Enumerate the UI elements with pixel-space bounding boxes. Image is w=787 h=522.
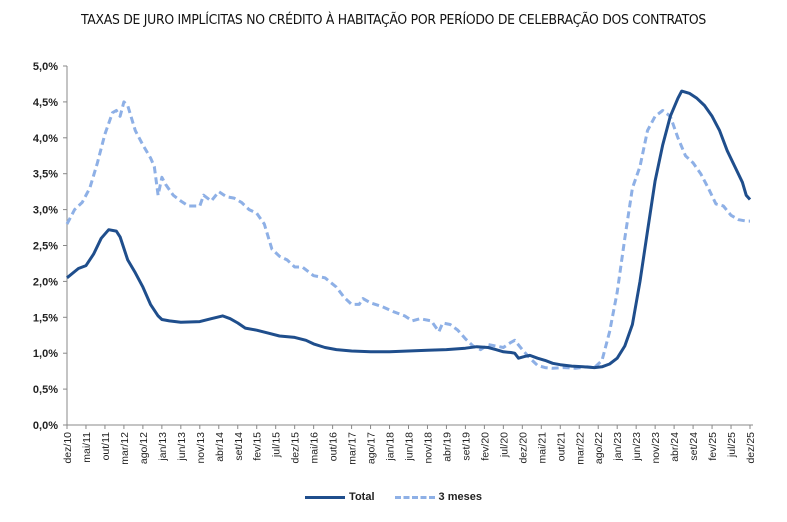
x-tick-label: mai/16	[309, 432, 321, 464]
y-tick-label: 1,5%	[33, 312, 58, 324]
x-tick-label: abr/24	[669, 432, 681, 462]
x-tick-label: jun/23	[631, 432, 643, 462]
x-tick-label: dez/10	[62, 432, 74, 464]
x-tick-label: dez/15	[290, 432, 302, 464]
legend-item-total[interactable]: Total	[305, 491, 375, 503]
x-tick-label: abr/19	[441, 432, 453, 462]
series-layer	[65, 89, 752, 370]
y-tick-label: 1,0%	[33, 348, 58, 360]
chart-title: TAXAS DE JURO IMPLÍCITAS NO CRÉDITO À HA…	[80, 12, 707, 28]
x-tick-label: ago/12	[138, 432, 150, 464]
x-tick-label: out/21	[555, 432, 567, 461]
x-tick-label: mai/21	[536, 432, 548, 464]
x-tick-label: jun/13	[176, 432, 188, 462]
x-tick-label: out/11	[100, 432, 112, 461]
x-tick-label: mar/12	[119, 432, 131, 465]
x-tick-label: fev/20	[479, 432, 491, 461]
x-tick-label: dez/20	[517, 432, 529, 464]
x-tick-label: nov/13	[195, 432, 207, 464]
legend: Total 3 meses	[0, 491, 787, 503]
x-tick-label: jul/20	[498, 432, 510, 458]
x-tick-label: ago/22	[593, 432, 605, 464]
x-tick-label: set/19	[460, 432, 472, 461]
y-tick-label: 0,0%	[33, 420, 58, 432]
x-tick-label: fev/25	[707, 432, 719, 461]
y-tick-label: 0,5%	[33, 384, 58, 396]
x-tick-label: abr/14	[214, 432, 226, 462]
x-tick-label: mai/11	[81, 432, 93, 463]
series-line-total	[66, 89, 752, 370]
y-tick-label: 4,5%	[33, 97, 58, 109]
legend-label-total: Total	[349, 491, 375, 503]
x-tick-label: jul/25	[726, 432, 738, 458]
y-tick-label: 3,0%	[33, 205, 58, 217]
y-tick-label: 2,5%	[33, 241, 58, 253]
x-tick-label: jan/13	[157, 432, 169, 462]
x-tick-label: out/16	[328, 432, 340, 461]
x-tick-label: jun/18	[404, 432, 416, 462]
legend-swatch-total	[305, 495, 346, 499]
series-line-3-meses	[65, 100, 750, 370]
legend-label-3-meses: 3 meses	[438, 491, 482, 503]
x-axis: dez/10 mai/11 out/11 mar/12 ago/12 jan/13 jun/…	[62, 424, 757, 465]
x-tick-label: jan/18	[385, 432, 397, 462]
y-tick-label: 3,5%	[33, 169, 58, 181]
x-tick-label: set/14	[233, 432, 245, 461]
x-tick-label: nov/23	[650, 432, 662, 464]
x-tick-label: mar/22	[574, 432, 586, 465]
x-tick-label: fev/15	[252, 432, 264, 461]
x-tick-label: dez/25	[745, 432, 757, 464]
y-tick-label: 5,0%	[33, 61, 58, 73]
legend-swatch-3-meses	[394, 495, 435, 499]
y-axis: 0,0% 0,5% 1,0% 1,5% 2,0% 2,5% 3,0% 3,5% 4,0% 4,5%…	[33, 61, 68, 432]
y-tick-label: 4,0%	[33, 133, 58, 145]
x-tick-label: set/24	[688, 432, 700, 461]
x-tick-label: nov/18	[422, 432, 434, 464]
x-tick-label: jan/23	[612, 432, 624, 462]
y-tick-label: 2,0%	[33, 276, 58, 288]
x-tick-label: mar/17	[347, 432, 359, 465]
legend-item-3-meses[interactable]: 3 meses	[394, 491, 482, 503]
x-tick-label: ago/17	[366, 432, 378, 464]
x-tick-label: jul/15	[271, 432, 283, 458]
